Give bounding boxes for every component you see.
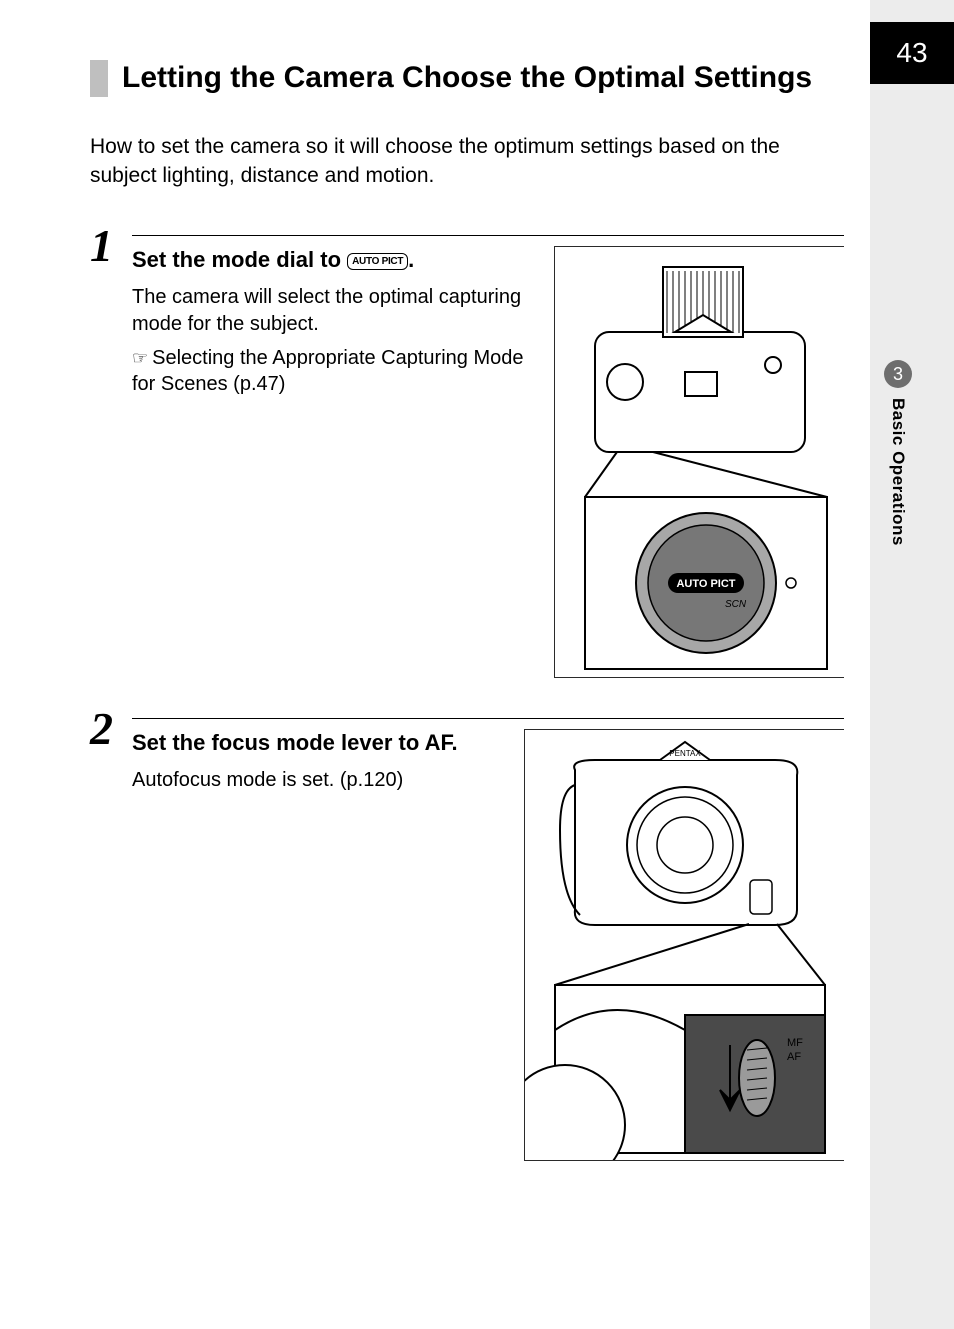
camera-mode-dial-svg: AUTO PICT SCN xyxy=(555,247,845,677)
camera-focus-lever-svg: PENTAX xyxy=(525,730,845,1160)
step-1: 1 Set the mode dial to AUTO PICT. The ca… xyxy=(90,235,844,678)
side-gutter: 43 3 Basic Operations xyxy=(870,0,954,1329)
step-heading-pre: Set the mode dial to xyxy=(132,247,347,272)
title-bar-decoration xyxy=(90,60,108,97)
title-block: Letting the Camera Choose the Optimal Se… xyxy=(90,60,844,97)
step-heading-pre: Set the focus mode lever to xyxy=(132,730,425,755)
step-crossref: ☞Selecting the Appropriate Capturing Mod… xyxy=(132,345,532,398)
step-text-column: Set the mode dial to AUTO PICT. The came… xyxy=(132,246,532,678)
step-2: 2 Set the focus mode lever to AF. Autofo… xyxy=(90,718,844,1161)
dial-label-text: AUTO PICT xyxy=(676,578,735,590)
content-area: Letting the Camera Choose the Optimal Se… xyxy=(0,0,870,1201)
af-label: AF xyxy=(425,730,452,755)
chapter-number: 3 xyxy=(893,364,903,385)
step-body: Set the focus mode lever to AF. Autofocu… xyxy=(132,729,844,1161)
af-label: AF xyxy=(787,1051,801,1063)
step-body: Set the mode dial to AUTO PICT. The came… xyxy=(132,246,844,678)
step-figure-column: AUTO PICT SCN xyxy=(554,246,844,678)
page: 43 3 Basic Operations Letting the Camera… xyxy=(0,0,954,1329)
page-number: 43 xyxy=(896,37,927,69)
step-text-column: Set the focus mode lever to AF. Autofocu… xyxy=(132,729,502,1161)
page-title: Letting the Camera Choose the Optimal Se… xyxy=(122,60,812,97)
chapter-label: Basic Operations xyxy=(888,398,908,546)
svg-text:SCN: SCN xyxy=(725,599,747,610)
figure-camera-mode-dial: AUTO PICT SCN xyxy=(554,246,844,678)
mf-label: MF xyxy=(787,1037,803,1049)
step-heading: Set the mode dial to AUTO PICT. xyxy=(132,246,532,275)
step-heading: Set the focus mode lever to AF. xyxy=(132,729,502,758)
step-heading-post: . xyxy=(451,730,457,755)
figure-camera-focus-lever: PENTAX xyxy=(524,729,844,1161)
step-figure-column: PENTAX xyxy=(524,729,844,1161)
auto-pict-icon: AUTO PICT xyxy=(347,253,408,270)
step-description: Autofocus mode is set. (p.120) xyxy=(132,767,502,793)
step-number: 1 xyxy=(90,219,113,272)
step-number: 2 xyxy=(90,702,113,755)
chapter-tab: 3 Basic Operations xyxy=(884,360,912,546)
step-description: The camera will select the optimal captu… xyxy=(132,284,532,337)
step-divider xyxy=(132,235,844,236)
brand-label: PENTAX xyxy=(669,749,701,758)
intro-paragraph: How to set the camera so it will choose … xyxy=(90,133,844,191)
step-divider xyxy=(132,718,844,719)
step-heading-post: . xyxy=(408,247,414,272)
pointer-icon: ☞ xyxy=(132,348,148,368)
step-crossref-text: Selecting the Appropriate Capturing Mode… xyxy=(132,347,524,395)
chapter-number-circle: 3 xyxy=(884,360,912,388)
page-number-box: 43 xyxy=(870,22,954,84)
